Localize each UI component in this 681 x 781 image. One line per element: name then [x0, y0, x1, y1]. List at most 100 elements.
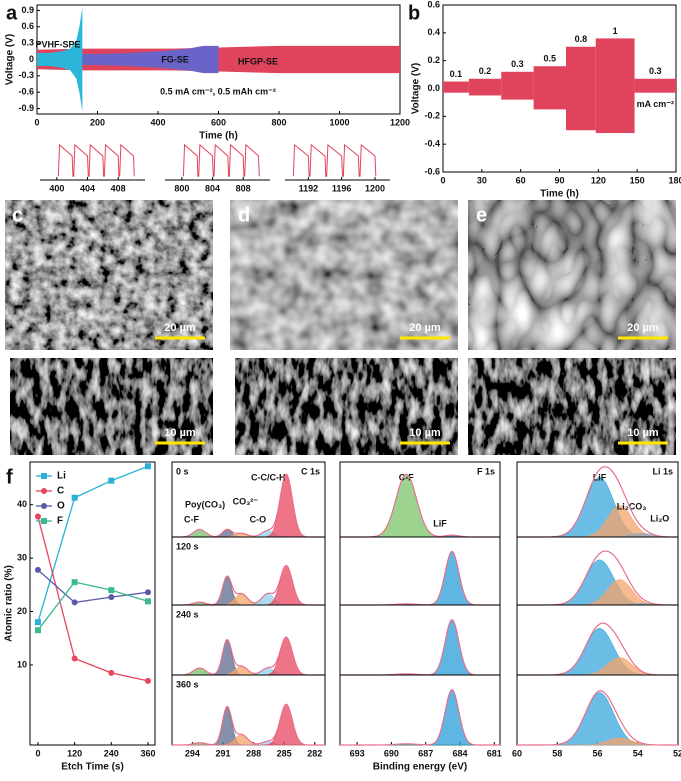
x-tick-label: 1200 — [365, 183, 385, 193]
marker — [108, 477, 115, 484]
marker — [108, 587, 115, 594]
x-tick-label: 404 — [80, 183, 95, 193]
sem-image — [5, 200, 213, 350]
series-label: PVHF-SPE — [35, 39, 80, 49]
panel-letter: d — [238, 204, 250, 226]
x-tick-label: 58 — [552, 748, 562, 758]
y-tick-label: 30 — [17, 552, 27, 562]
scale-bar-label: 10 µm — [627, 427, 659, 439]
envelope — [171, 473, 325, 538]
x-tick-label: 288 — [246, 748, 261, 758]
peak-component — [517, 692, 678, 746]
envelope — [517, 690, 678, 746]
series-line — [57, 143, 135, 177]
sem-image — [468, 358, 676, 455]
x-tick-label: 0 — [35, 748, 40, 758]
x-tick-label: 60 — [512, 748, 522, 758]
x-tick-label: 808 — [236, 183, 251, 193]
row-label: 240 s — [176, 609, 199, 619]
x-tick-label: 200 — [90, 117, 105, 127]
current-label: 0.3 — [649, 66, 662, 76]
y-axis-label: Voltage (V) — [5, 34, 16, 85]
y-tick-label: 0.9 — [21, 5, 34, 15]
x-tick-label: 693 — [350, 748, 365, 758]
x-tick-label: 1000 — [329, 117, 349, 127]
peak-label: Li₂CO₃ — [617, 501, 647, 511]
x-tick-label: 600 — [211, 117, 226, 127]
peak-label: CO₃²⁻ — [233, 496, 259, 506]
row-label: 120 s — [176, 541, 199, 551]
marker — [71, 655, 78, 662]
y-tick-label: -0.6 — [18, 87, 34, 97]
panel-letter: f — [6, 466, 13, 488]
envelope — [171, 636, 325, 676]
series-line — [37, 569, 149, 604]
x-tick-label: 150 — [630, 175, 645, 185]
marker — [108, 669, 115, 676]
x-tick-label: 804 — [205, 183, 220, 193]
x-axis-label: Time (h) — [199, 131, 238, 142]
panel-letter: c — [12, 204, 23, 226]
x-tick-label: 800 — [174, 183, 189, 193]
peak-label: Li₂O — [650, 513, 669, 523]
y-tick-label: 10 — [17, 659, 27, 669]
peak-label: LiF — [593, 472, 607, 482]
peak-label: Poy(CO₃) — [185, 499, 225, 509]
x-tick-label: 90 — [554, 175, 564, 185]
spectrum-title: C 1s — [301, 466, 320, 476]
x-tick-label: 400 — [49, 183, 64, 193]
marker — [34, 619, 41, 626]
voltage-band — [37, 45, 219, 74]
row-frame — [339, 604, 501, 676]
peak-label: C-O — [250, 514, 267, 524]
x-tick-label: 681 — [487, 748, 502, 758]
y-tick-label: 0.6 — [21, 21, 34, 31]
peak-label: C-F — [399, 472, 414, 482]
scale-bar-label: 20 µm — [627, 322, 659, 334]
x-tick-label: 1200 — [390, 117, 410, 127]
row-label: 0 s — [176, 466, 189, 476]
current-label: 0.3 — [511, 59, 524, 69]
series-line — [37, 581, 149, 631]
envelope — [340, 619, 500, 676]
x-tick-label: 1192 — [299, 183, 319, 193]
y-tick-label: -0.2 — [424, 111, 440, 121]
marker — [144, 677, 151, 684]
series-label: HFGP-SE — [238, 56, 278, 66]
marker — [144, 463, 151, 470]
panel-letter: a — [6, 2, 18, 24]
voltage-step — [595, 38, 635, 134]
panel-letter: b — [408, 2, 420, 24]
y-tick-label: -0.9 — [18, 103, 34, 113]
x-tick-label: 684 — [452, 748, 467, 758]
marker — [41, 518, 47, 524]
marker — [108, 594, 115, 601]
voltage-step — [634, 78, 676, 93]
envelope — [172, 564, 325, 606]
marker — [41, 473, 47, 479]
x-tick-label: 690 — [384, 748, 399, 758]
spectrum-title: F 1s — [477, 466, 495, 476]
annotation: 0.5 mA cm⁻², 0.5 mAh cm⁻² — [160, 86, 276, 96]
x-tick-label: 60 — [516, 175, 526, 185]
marker — [34, 513, 41, 520]
x-tick-label: 291 — [215, 748, 230, 758]
envelope — [340, 689, 500, 746]
sem-image — [10, 358, 213, 455]
marker — [71, 494, 78, 501]
scale-bar-label: 20 µm — [409, 322, 441, 334]
x-tick-label: 1196 — [332, 183, 352, 193]
x-tick-label: 0 — [440, 175, 445, 185]
x-axis-label: Binding energy (eV) — [373, 762, 467, 773]
x-tick-label: 180 — [668, 175, 681, 185]
row-label: 360 s — [176, 679, 199, 689]
peak-label: LiF — [433, 518, 447, 528]
peak-component — [517, 559, 678, 606]
scale-bar-label: 10 µm — [164, 427, 196, 439]
sem-image — [468, 200, 676, 350]
x-axis-label: Time (h) — [540, 189, 579, 200]
marker — [41, 503, 47, 509]
y-tick-label: -0.4 — [424, 139, 440, 149]
peak-component — [340, 619, 500, 676]
